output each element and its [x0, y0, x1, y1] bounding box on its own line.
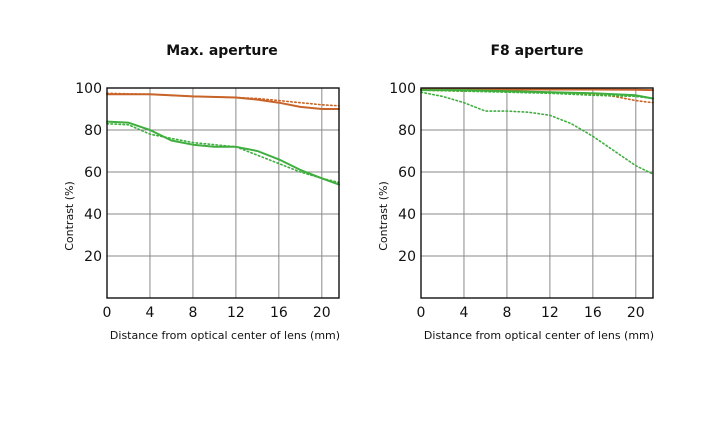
chart-2-plot-frame: [420, 87, 654, 299]
chart-1-x-tick-label: 20: [313, 305, 331, 321]
chart-1-series-orange-dotted-line: [106, 92, 340, 107]
chart-1-y-tick-label: 40: [84, 207, 102, 223]
chart-2-x-axis-label: Distance from optical center of lens (mm…: [424, 329, 654, 342]
chart-1-x-axis-label: Distance from optical center of lens (mm…: [110, 329, 340, 342]
chart-2-series-green-dotted-line: [420, 89, 654, 100]
chart-1-series-green-dotted-line: [106, 122, 340, 184]
chart-1-y-axis-label: Contrast (%): [63, 181, 76, 251]
chart-1-y-tick-label: 20: [84, 249, 102, 265]
chart-1-y-tick-label: 100: [75, 81, 102, 97]
chart-2-y-tick-label: 100: [389, 81, 416, 97]
chart-2-y-tick-label: 60: [398, 165, 416, 181]
chart-2-x-tick-label: 12: [541, 305, 559, 321]
chart-2-x-tick-label: 4: [460, 305, 469, 321]
chart-1-x-tick-label: 4: [146, 305, 155, 321]
chart-1-x-tick-label: 8: [188, 305, 197, 321]
chart-2-series-green-dotted-line: [420, 91, 654, 175]
chart-2-x-tick-label: 0: [417, 305, 426, 321]
chart-2-y-tick-label: 40: [398, 207, 416, 223]
chart-2-x-tick-label: 20: [627, 305, 645, 321]
chart-2-x-tick-label: 16: [584, 305, 602, 321]
chart-2-series-green-solid-line: [420, 89, 654, 100]
chart-2-y-tick-label: 80: [398, 123, 416, 139]
chart-1-plot-frame: [106, 87, 340, 299]
chart-1-y-tick-label: 60: [84, 165, 102, 181]
chart-1-title: Max. aperture: [166, 43, 278, 59]
chart-2-title: F8 aperture: [490, 43, 583, 59]
chart-2-x-tick-label: 8: [502, 305, 511, 321]
chart-1-x-tick-label: 16: [270, 305, 288, 321]
chart-1-y-tick-label: 80: [84, 123, 102, 139]
chart-2-y-tick-label: 20: [398, 249, 416, 265]
chart-1-x-tick-label: 0: [103, 305, 112, 321]
chart-1-x-tick-label: 12: [227, 305, 245, 321]
chart-1-series-green-solid-line: [106, 120, 340, 186]
chart-2-y-axis-label: Contrast (%): [377, 181, 390, 251]
